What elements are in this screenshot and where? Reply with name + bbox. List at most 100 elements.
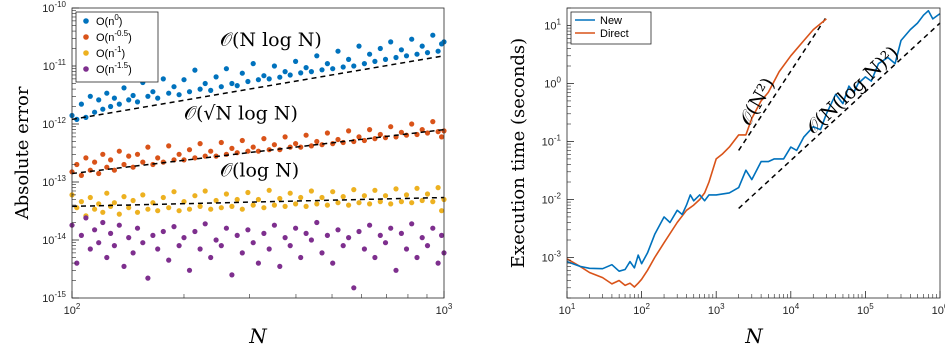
scatter-point-series-2-20 bbox=[155, 155, 161, 161]
scatter-point-series-2-30 bbox=[208, 148, 214, 154]
scatter-point-series-1-21 bbox=[160, 76, 166, 82]
scatter-point-series-4-5 bbox=[87, 246, 93, 252]
scatter-point-series-4-31 bbox=[213, 237, 219, 243]
scatter-point-series-1-23 bbox=[171, 84, 177, 90]
scatter-point-series-2-16 bbox=[134, 151, 141, 157]
scatter-point-series-4-3 bbox=[78, 232, 84, 238]
scatter-point-series-1-36 bbox=[239, 70, 245, 76]
scatter-point-series-4-58 bbox=[356, 228, 362, 235]
scatter-point-series-1-8 bbox=[100, 106, 106, 112]
left-y-tick-label: 10-11 bbox=[43, 58, 67, 73]
right-y-tick-label: 101 bbox=[544, 17, 561, 32]
scatter-point-series-1-43 bbox=[277, 74, 283, 80]
scatter-point-series-3-68 bbox=[409, 200, 415, 206]
scatter-point-series-3-63 bbox=[382, 193, 389, 199]
scatter-point-series-3-45 bbox=[287, 190, 293, 196]
scatter-point-series-4-74 bbox=[439, 232, 445, 238]
scatter-point-series-2-38 bbox=[250, 144, 256, 150]
legend-label-close: ) bbox=[128, 32, 132, 44]
scatter-point-series-2-62 bbox=[377, 131, 383, 138]
scatter-point-series-4-32 bbox=[218, 243, 224, 249]
scatter-point-series-1-59 bbox=[361, 61, 367, 67]
left-legend-marker-2 bbox=[83, 34, 89, 40]
scatter-point-series-4-10 bbox=[108, 230, 114, 236]
scatter-point-series-4-23 bbox=[171, 224, 177, 230]
scatter-point-series-1-24 bbox=[176, 92, 182, 98]
left-legend-label-3: O(n-1) bbox=[96, 45, 125, 60]
left-x-axis-label: N bbox=[248, 324, 268, 348]
scatter-point-series-4-39 bbox=[255, 260, 261, 266]
scatter-point-series-1-7 bbox=[96, 97, 102, 103]
scatter-point-series-1-6 bbox=[92, 109, 98, 115]
right-y-tick-label-exponent: -2 bbox=[554, 191, 562, 200]
scatter-point-series-4-15 bbox=[130, 250, 136, 256]
left-y-tick-label-exponent: -13 bbox=[54, 174, 66, 183]
scatter-point-series-3-35 bbox=[234, 196, 240, 203]
scatter-point-series-2-22 bbox=[166, 143, 172, 149]
scatter-point-series-3-23 bbox=[171, 189, 177, 195]
scatter-point-series-2-40 bbox=[261, 136, 267, 142]
scatter-point-series-3-69 bbox=[414, 185, 420, 191]
right-y-tick-label-exponent: 1 bbox=[557, 17, 562, 26]
left-y-tick-label-base: 10 bbox=[42, 119, 54, 131]
scatter-point-series-1-51 bbox=[319, 67, 325, 73]
scatter-point-series-4-55 bbox=[340, 243, 346, 249]
scatter-point-series-3-72 bbox=[430, 199, 436, 205]
scatter-point-series-2-12 bbox=[116, 148, 122, 154]
left-annotation-1: 𝒪(N log N) bbox=[220, 29, 322, 51]
series-line-new bbox=[566, 9, 941, 272]
scatter-point-series-3-42 bbox=[271, 202, 277, 208]
scatter-point-series-4-7 bbox=[96, 240, 102, 246]
scatter-point-series-4-29 bbox=[202, 221, 208, 227]
scatter-point-series-4-19 bbox=[150, 232, 156, 238]
right-x-tick-label: 103 bbox=[708, 302, 725, 317]
scatter-point-series-2-2 bbox=[74, 161, 80, 168]
scatter-point-series-2-68 bbox=[409, 121, 415, 127]
scatter-point-series-4-61 bbox=[372, 254, 378, 261]
scatter-point-series-3-3 bbox=[78, 199, 84, 205]
right-x-tick-label-exponent: 4 bbox=[795, 302, 800, 311]
scatter-point-series-1-58 bbox=[356, 43, 362, 49]
scatter-point-series-3-39 bbox=[255, 196, 261, 203]
right-y-tick-label-exponent: -3 bbox=[554, 249, 562, 258]
scatter-point-series-2-66 bbox=[398, 129, 404, 135]
scatter-point-series-2-64 bbox=[388, 124, 394, 130]
scatter-point-series-3-41 bbox=[266, 187, 272, 193]
scatter-point-series-1-67 bbox=[403, 53, 410, 59]
scatter-point-series-1-63 bbox=[382, 56, 389, 63]
scatter-point-series-1-52 bbox=[324, 61, 330, 67]
scatter-point-series-2-3 bbox=[78, 172, 84, 178]
right-y-tick-label: 100 bbox=[544, 75, 561, 90]
scatter-point-series-4-44 bbox=[282, 235, 288, 241]
scatter-point-series-2-49 bbox=[308, 143, 314, 149]
scatter-point-series-3-50 bbox=[314, 201, 320, 207]
scatter-point-series-1-32 bbox=[218, 84, 224, 90]
right-x-axis-label: N bbox=[744, 324, 764, 348]
right-y-tick-label-exponent: 0 bbox=[557, 75, 562, 84]
scatter-point-series-2-61 bbox=[372, 136, 378, 142]
scatter-point-series-4-26 bbox=[186, 267, 193, 273]
scatter-point-series-2-34 bbox=[229, 145, 235, 151]
right-x-tick-label-base: 10 bbox=[857, 305, 869, 317]
scatter-point-series-4-30 bbox=[208, 254, 214, 261]
scatter-point-series-4-17 bbox=[140, 240, 146, 246]
trend-line-series-3 bbox=[71, 196, 445, 208]
scatter-point-series-2-26 bbox=[186, 147, 193, 153]
scatter-point-series-2-56 bbox=[346, 128, 352, 134]
scatter-point-series-2-51 bbox=[319, 142, 325, 148]
scatter-point-series-4-72 bbox=[430, 225, 436, 231]
right-x-tick-label-exponent: 3 bbox=[720, 302, 725, 311]
right-trend-line-2 bbox=[738, 22, 941, 209]
left-y-tick-label-base: 10 bbox=[42, 235, 54, 247]
scatter-point-series-4-67 bbox=[403, 246, 410, 252]
right-x-tick-label-exponent: 2 bbox=[645, 302, 650, 311]
scatter-point-series-3-28 bbox=[197, 203, 203, 209]
scatter-point-series-4-21 bbox=[160, 228, 166, 235]
scatter-point-series-4-48 bbox=[303, 230, 309, 236]
scatter-point-series-1-22 bbox=[166, 90, 172, 96]
left-legend-items: O(n0)O(n-0.5)O(n-1)O(n-1.5) bbox=[83, 13, 132, 76]
scatter-point-series-4-68 bbox=[409, 221, 415, 227]
scatter-point-series-1-69 bbox=[414, 51, 420, 57]
